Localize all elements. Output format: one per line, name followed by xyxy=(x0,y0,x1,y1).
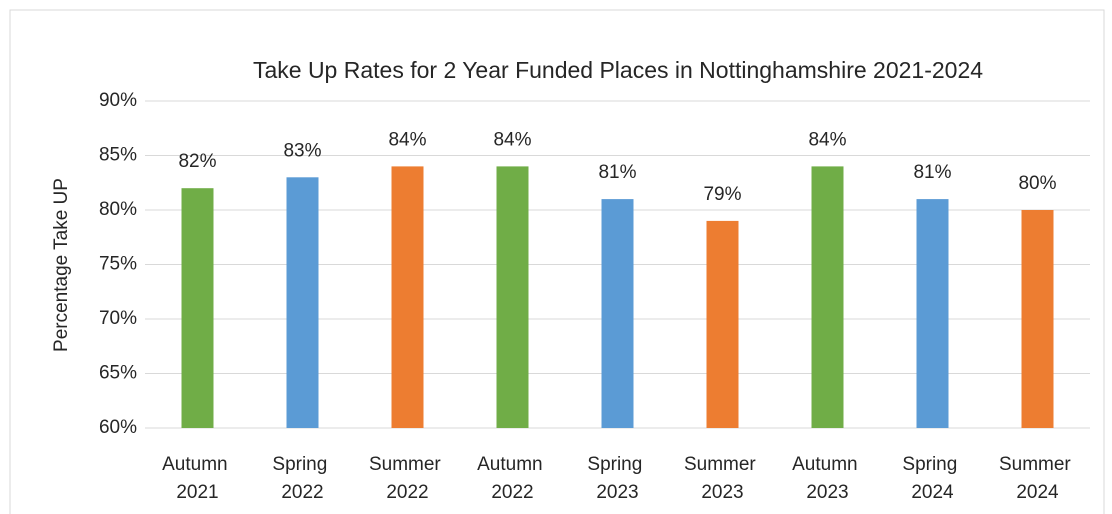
bar xyxy=(601,199,634,428)
chart-title: Take Up Rates for 2 Year Funded Places i… xyxy=(253,57,983,83)
data-label: 80% xyxy=(1018,173,1056,194)
y-tick-label: 65% xyxy=(99,363,137,384)
x-tick-label: Autumn 2022 xyxy=(477,454,548,503)
bar xyxy=(181,188,214,428)
y-tick-label: 70% xyxy=(99,308,137,329)
x-tick-label: Autumn 2023 xyxy=(792,454,863,503)
x-tick-label: Spring 2022 xyxy=(272,454,332,503)
bar xyxy=(1021,210,1054,428)
bar xyxy=(391,166,424,428)
bar xyxy=(496,166,529,428)
y-tick-label: 60% xyxy=(99,417,137,438)
x-tick-label: Summer 2023 xyxy=(684,454,761,503)
bar xyxy=(706,220,739,428)
y-tick-label: 90% xyxy=(99,90,137,111)
x-tick-label: Summer 2022 xyxy=(369,454,446,503)
y-tick-label: 85% xyxy=(99,145,137,166)
bar xyxy=(286,177,319,428)
bar xyxy=(916,199,949,428)
data-label: 83% xyxy=(283,140,321,161)
data-label: 81% xyxy=(913,162,951,183)
data-label: 82% xyxy=(178,151,216,172)
x-tick-label: Summer 2024 xyxy=(999,454,1076,503)
data-label: 81% xyxy=(598,162,636,183)
data-label: 84% xyxy=(388,129,426,150)
y-tick-label: 75% xyxy=(99,254,137,275)
y-axis-label: Percentage Take UP xyxy=(51,178,72,352)
x-tick-label: Spring 2023 xyxy=(587,454,647,503)
y-tick-label: 80% xyxy=(99,199,137,220)
x-tick-label: Spring 2024 xyxy=(902,454,962,503)
data-label: 84% xyxy=(493,129,531,150)
data-label: 79% xyxy=(703,184,741,205)
bar xyxy=(811,166,844,428)
data-label: 84% xyxy=(808,129,846,150)
x-tick-label: Autumn 2021 xyxy=(162,454,233,503)
